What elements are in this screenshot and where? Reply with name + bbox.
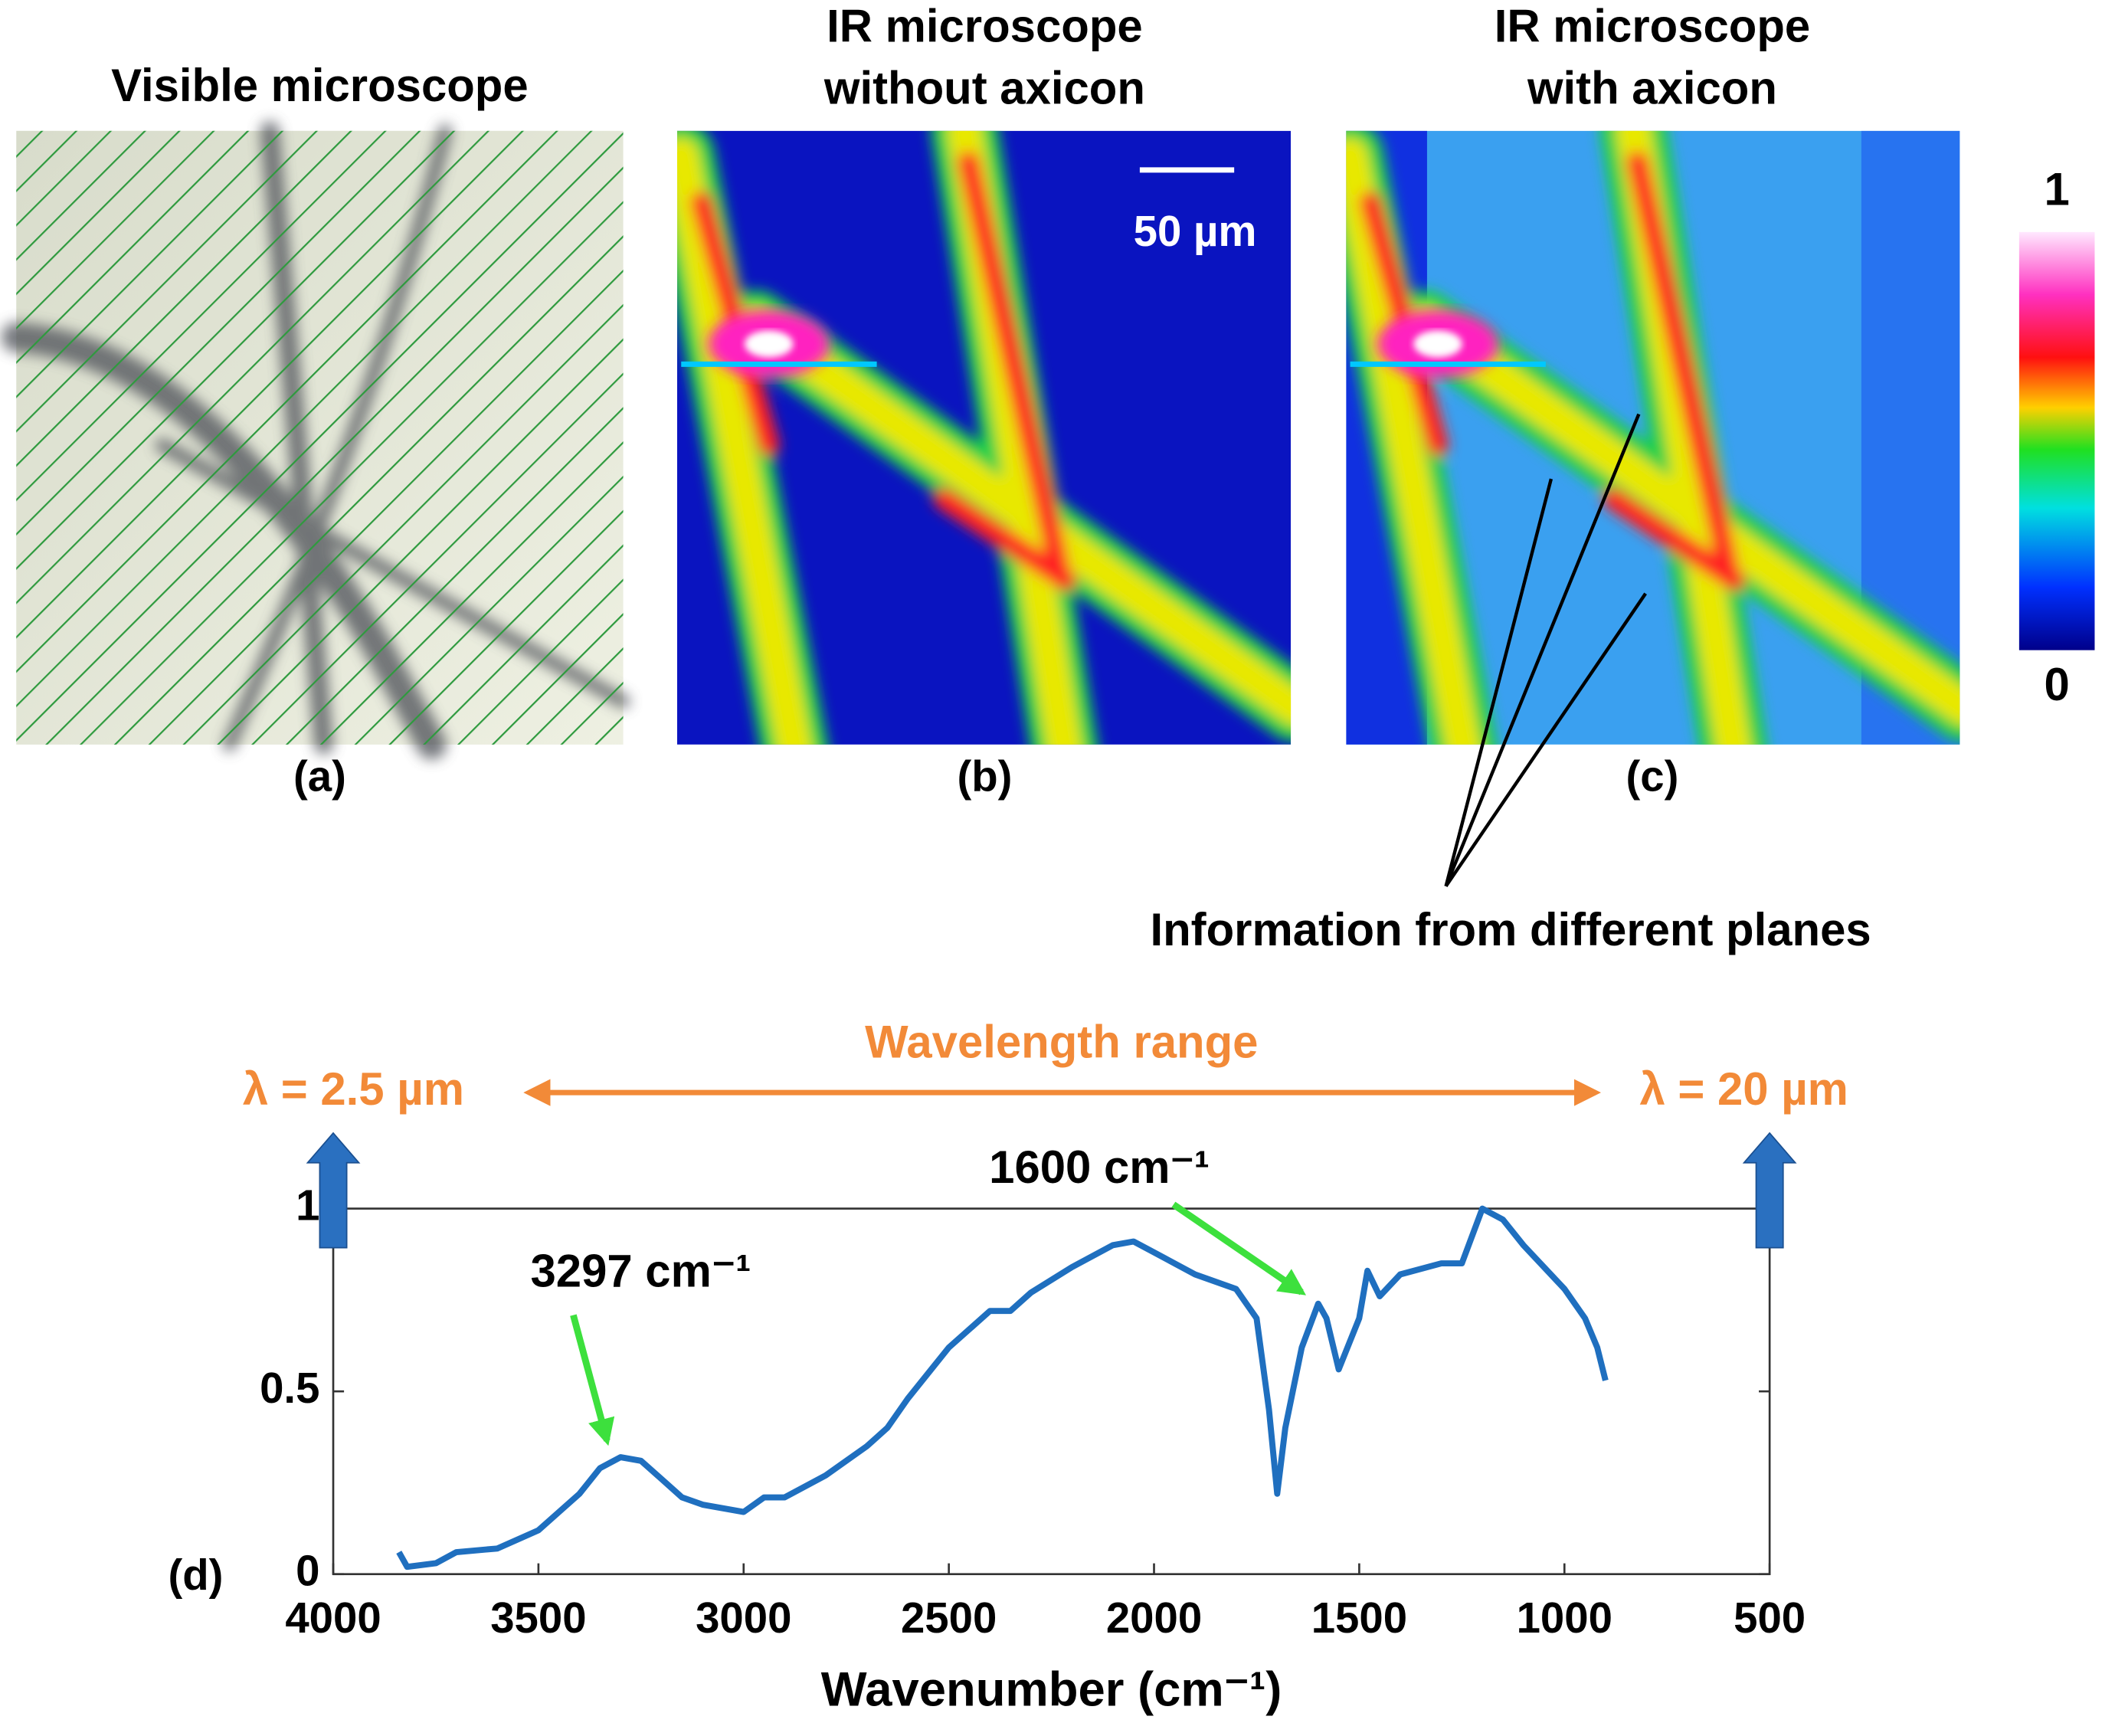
x-tick-label: 3500	[490, 1594, 586, 1642]
scale-bar-label: 50 µm	[1134, 207, 1257, 255]
y-tick-label: 0.5	[260, 1364, 319, 1412]
panel-label: (c)	[1626, 752, 1679, 801]
callout-text: Information from different planes	[1150, 904, 1871, 955]
panel-title: IR microscope	[827, 1, 1143, 52]
range-limit-arrow	[1742, 1132, 1797, 1249]
spectrum-line	[396, 1205, 1609, 1571]
annotation-arrow	[1171, 1201, 1306, 1295]
annotation-arrow	[570, 1314, 615, 1446]
range-limit-arrow	[306, 1132, 361, 1249]
y-tick-label: 0	[296, 1547, 319, 1595]
annotation: 1600 cm⁻¹	[989, 1142, 1210, 1193]
x-axis-label: Wavenumber (cm⁻¹)	[821, 1662, 1282, 1716]
panel-label: (d)	[168, 1551, 223, 1599]
panel-title: IR microscope	[1495, 1, 1810, 52]
x-tick-label: 3000	[696, 1594, 791, 1642]
x-tick-label: 1000	[1517, 1594, 1612, 1642]
x-tick-label: 500	[1734, 1594, 1806, 1642]
range-start: λ = 2.5 µm	[243, 1063, 464, 1115]
annotation: 3297 cm⁻¹	[531, 1246, 751, 1297]
panel-title: without axicon	[823, 63, 1145, 114]
x-tick-label: 2500	[901, 1594, 997, 1642]
panel-label: (a)	[293, 752, 346, 801]
colorbar-min: 0	[2045, 659, 2070, 710]
x-tick-label: 1500	[1311, 1594, 1407, 1642]
x-tick-label: 4000	[285, 1594, 381, 1642]
x-tick-label: 2000	[1106, 1594, 1202, 1642]
panel-title: with axicon	[1527, 63, 1777, 114]
panel-title: Visible microscope	[111, 60, 529, 111]
range-end: λ = 20 µm	[1639, 1063, 1848, 1115]
callout-lines	[1444, 413, 1647, 888]
y-tick-label: 1	[296, 1181, 319, 1229]
range-title: Wavelength range	[865, 1016, 1258, 1067]
panel-label: (b)	[957, 752, 1012, 801]
colorbar-max: 1	[2045, 164, 2070, 215]
image-visible	[1, 121, 630, 760]
image-ir-with-axicon	[1346, 131, 1960, 745]
colorbar	[2018, 231, 2095, 650]
image-ir-without-axicon	[677, 131, 1295, 745]
